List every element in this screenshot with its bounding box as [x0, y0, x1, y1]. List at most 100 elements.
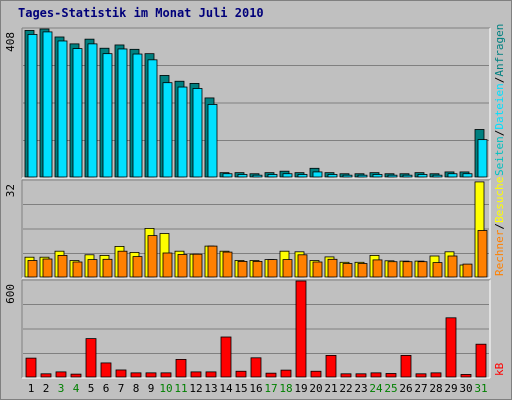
bar-kb-17	[265, 372, 277, 378]
y-tick-label: 408	[4, 32, 17, 52]
bar-rechner-1	[27, 260, 38, 278]
bar-dateien-17	[267, 174, 278, 178]
bar-kb-15	[235, 370, 247, 378]
x-tick-label: 1	[28, 382, 35, 395]
x-tick-label: 13	[204, 382, 217, 395]
bar-rechner-22	[342, 263, 353, 278]
bar-rechner-21	[327, 258, 338, 278]
bar-kb-29	[445, 317, 457, 378]
x-tick-label: 19	[294, 382, 307, 395]
bar-kb-11	[175, 358, 187, 378]
bar-dateien-21	[327, 174, 338, 178]
bar-kb-4	[70, 373, 82, 378]
x-tick-label: 3	[58, 382, 65, 395]
legend-entry: Besuche	[493, 177, 506, 223]
bar-dateien-13	[207, 104, 218, 178]
bar-kb-21	[325, 354, 337, 378]
bar-dateien-24	[372, 174, 383, 178]
x-tick-label: 11	[174, 382, 187, 395]
bar-rechner-28	[432, 262, 443, 278]
bar-kb-26	[400, 354, 412, 378]
x-tick-label: 23	[354, 382, 367, 395]
bar-kb-19	[295, 280, 307, 378]
x-tick-label: 5	[88, 382, 95, 395]
bar-kb-6	[100, 362, 112, 378]
bar-rechner-3	[57, 254, 68, 278]
x-tick-label: 18	[279, 382, 292, 395]
bar-dateien-27	[417, 174, 428, 178]
bar-dateien-12	[192, 88, 203, 178]
bar-dateien-1	[27, 34, 38, 178]
bar-dateien-23	[357, 174, 368, 178]
x-tick-label: 2	[43, 382, 50, 395]
bar-dateien-14	[222, 173, 233, 178]
bar-kb-31	[475, 343, 487, 378]
bar-dateien-16	[252, 174, 263, 178]
x-tick-label: 28	[429, 382, 442, 395]
bar-kb-24	[370, 372, 382, 378]
bar-kb-20	[310, 370, 322, 378]
bar-rechner-14	[222, 251, 233, 278]
bar-dateien-22	[342, 174, 353, 178]
bar-rechner-2	[42, 258, 53, 278]
bar-kb-13	[205, 371, 217, 378]
bar-dateien-8	[132, 53, 143, 178]
x-tick-label: 15	[234, 382, 247, 395]
bar-dateien-7	[117, 48, 128, 178]
bar-dateien-6	[102, 53, 113, 178]
bar-rechner-11	[177, 254, 188, 278]
bar-kb-14	[220, 336, 232, 378]
bar-rechner-17	[267, 259, 278, 278]
x-tick-label: 17	[264, 382, 277, 395]
legend-entry: Anfragen	[493, 24, 506, 77]
bar-kb-30	[460, 374, 472, 378]
bar-rechner-24	[372, 259, 383, 278]
bar-rechner-20	[312, 261, 323, 278]
x-tick-label: 10	[159, 382, 172, 395]
x-tick-label: 6	[103, 382, 110, 395]
bar-rechner-16	[252, 260, 263, 278]
bar-rechner-23	[357, 263, 368, 278]
bar-rechner-26	[402, 261, 413, 278]
x-tick-label: 26	[399, 382, 412, 395]
bar-kb-1	[25, 357, 37, 378]
legend-entry: Seiten	[493, 136, 506, 176]
bar-rechner-29	[447, 255, 458, 278]
bar-dateien-29	[447, 173, 458, 178]
bar-dateien-18	[282, 173, 293, 178]
bar-dateien-9	[147, 59, 158, 178]
bar-kb-3	[55, 371, 67, 378]
x-tick-label: 29	[444, 382, 457, 395]
x-tick-label: 14	[219, 382, 233, 395]
x-tick-label: 30	[459, 382, 472, 395]
y-tick-label: 32	[4, 184, 17, 197]
legend-requests: Seiten/Dateien/Anfragen	[493, 24, 506, 176]
bar-dateien-20	[312, 171, 323, 178]
bar-kb-10	[160, 372, 172, 378]
legend-entry: kB	[493, 362, 506, 376]
bar-dateien-5	[87, 43, 98, 178]
bar-rechner-10	[162, 252, 173, 278]
bar-dateien-4	[72, 48, 83, 178]
bar-rechner-27	[417, 261, 428, 278]
x-tick-label: 21	[324, 382, 337, 395]
x-tick-label: 7	[118, 382, 125, 395]
x-tick-label: 4	[73, 382, 80, 395]
bar-rechner-31	[477, 230, 488, 278]
bar-kb-8	[130, 372, 142, 378]
bar-rechner-13	[207, 245, 218, 278]
bar-rechner-25	[387, 261, 398, 278]
x-tick-label: 9	[148, 382, 155, 395]
bar-dateien-30	[462, 173, 473, 178]
bar-kb-12	[190, 371, 202, 378]
bar-rechner-7	[117, 250, 128, 278]
legend-traffic: kB	[493, 362, 506, 376]
bar-kb-5	[85, 338, 97, 378]
bar-dateien-19	[297, 174, 308, 178]
bar-rechner-18	[282, 259, 293, 278]
bar-kb-23	[355, 373, 367, 378]
bar-rechner-9	[147, 235, 158, 278]
bar-rechner-5	[87, 259, 98, 278]
bar-dateien-28	[432, 174, 443, 178]
